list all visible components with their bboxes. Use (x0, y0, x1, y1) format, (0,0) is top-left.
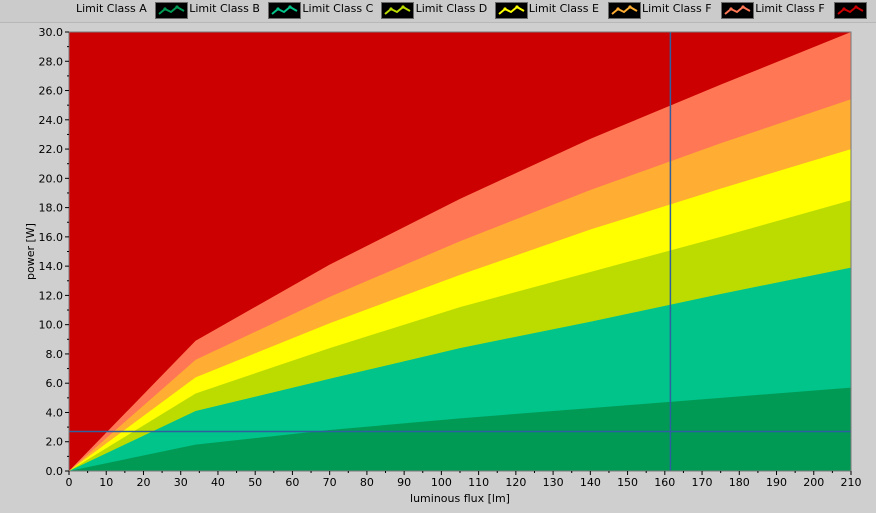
legend: Limit Class A Limit Class B Limit Class C L… (0, 0, 876, 23)
y-tick-label: 16.0 (39, 231, 64, 244)
legend-plot-swatch[interactable] (155, 2, 188, 19)
x-tick-label: 170 (692, 476, 713, 489)
y-tick-label: 26.0 (39, 85, 64, 98)
x-tick-label: 10 (99, 476, 113, 489)
y-tick-label: 20.0 (39, 172, 64, 185)
x-tick-label: 180 (729, 476, 750, 489)
x-tick-label: 150 (617, 476, 638, 489)
legend-line-icon (497, 5, 525, 15)
legend-line-icon (271, 5, 298, 15)
x-tick-label: 70 (323, 476, 337, 489)
legend-plot-swatch[interactable] (607, 2, 641, 19)
legend-label: Limit Class A (76, 2, 147, 15)
legend-plot-swatch[interactable] (834, 2, 868, 19)
x-tick-label: 0 (66, 476, 73, 489)
x-tick-label: 100 (431, 476, 452, 489)
y-tick-label: 10.0 (39, 319, 64, 332)
x-tick-label: 110 (468, 476, 489, 489)
x-tick-label: 60 (285, 476, 299, 489)
legend-label: Limit Class E (528, 2, 599, 15)
legend-line-icon (611, 5, 638, 15)
x-tick-label: 30 (174, 476, 188, 489)
legend-line-icon (158, 5, 185, 15)
y-tick-label: 30.0 (39, 26, 64, 39)
y-tick-label: 28.0 (39, 55, 64, 68)
legend-plot-swatch[interactable] (721, 2, 754, 19)
legend-label: Limit Class D (415, 2, 488, 15)
y-tick-label: 22.0 (39, 143, 64, 156)
x-tick-label: 160 (654, 476, 675, 489)
x-tick-label: 130 (543, 476, 564, 489)
x-tick-label: 40 (211, 476, 225, 489)
x-tick-label: 200 (803, 476, 824, 489)
x-tick-label: 50 (248, 476, 262, 489)
area-series-1 (69, 387, 851, 471)
x-axis-title: luminous flux [lm] (410, 492, 510, 505)
y-tick-label: 6.0 (46, 377, 64, 390)
legend-line-icon (837, 5, 864, 15)
x-tick-label: 20 (136, 476, 150, 489)
legend-plot-swatch[interactable] (494, 2, 528, 19)
legend-label: Limit Class C (302, 2, 374, 15)
y-tick-label: 8.0 (46, 348, 64, 361)
y-tick-label: 24.0 (39, 114, 64, 127)
y-tick-label: 4.0 (46, 406, 64, 419)
y-tick-label: 2.0 (46, 436, 64, 449)
legend-label: Limit Class F (642, 2, 712, 15)
legend-line-icon (724, 5, 751, 15)
x-tick-label: 210 (841, 476, 862, 489)
y-axis-title: power [W] (24, 223, 37, 280)
legend-plot-swatch[interactable] (381, 2, 415, 19)
x-tick-label: 190 (766, 476, 787, 489)
chart-area: 0.0 2.0 4.0 6.0 8.0 10.0 12.0 14.0 16.0 18.0 20.0 2… (24, 26, 862, 505)
y-tick-label: 18.0 (39, 202, 64, 215)
legend-plot-swatch[interactable] (268, 2, 302, 19)
y-tick-label: 0.0 (46, 465, 64, 478)
x-tick-label: 140 (580, 476, 601, 489)
x-tick-label: 90 (397, 476, 411, 489)
x-tick-label: 120 (505, 476, 526, 489)
legend-label: Limit Class B (189, 2, 260, 15)
legend-label: Limit Class F (755, 2, 825, 15)
y-tick-label: 12.0 (39, 289, 64, 302)
legend-line-icon (384, 5, 411, 15)
x-tick-label: 80 (360, 476, 374, 489)
y-tick-label: 14.0 (39, 260, 64, 273)
